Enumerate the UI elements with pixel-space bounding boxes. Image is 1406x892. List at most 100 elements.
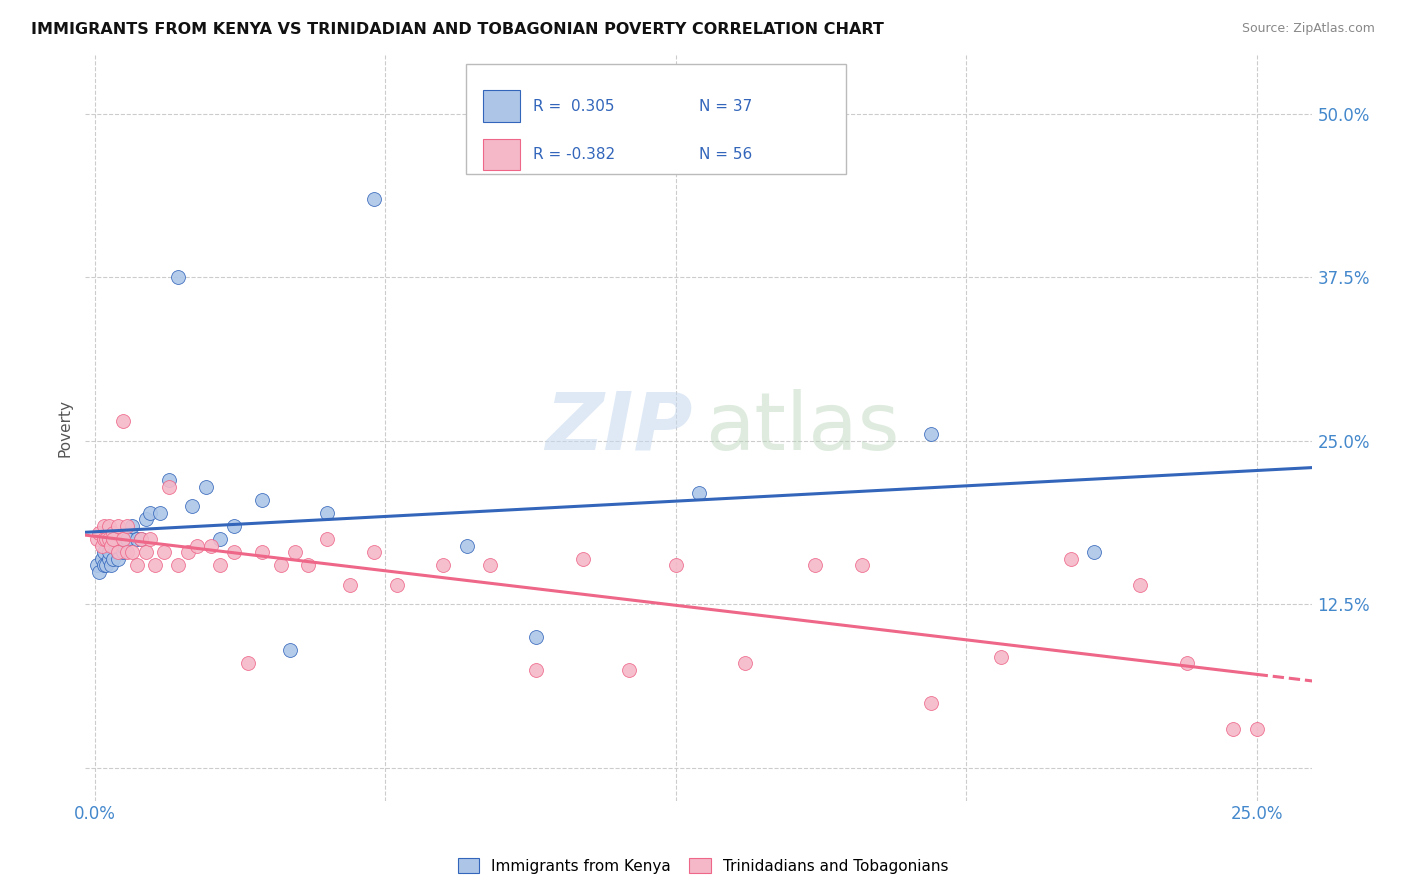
Point [129,532,152,546]
Point [432,558,454,573]
FancyBboxPatch shape [482,139,520,170]
Point [89,525,111,540]
Point [107,545,129,559]
Point [90,551,112,566]
Point [316,532,339,546]
Point [1246,722,1268,736]
Point [339,578,361,592]
Point [97,545,120,559]
Text: ZIP: ZIP [546,389,693,467]
Point [93,558,115,573]
Text: N = 37: N = 37 [699,98,752,113]
Text: IMMIGRANTS FROM KENYA VS TRINIDADIAN AND TOBAGONIAN POVERTY CORRELATION CHART: IMMIGRANTS FROM KENYA VS TRINIDADIAN AND… [31,22,884,37]
Point [111,539,134,553]
Point [111,532,134,546]
Point [135,512,157,526]
Point [363,192,385,206]
Point [176,545,198,559]
Point [97,532,120,546]
Point [209,532,232,546]
Point [920,696,942,710]
Point [139,506,162,520]
Point [270,558,292,573]
Point [224,545,246,559]
Point [851,558,873,573]
Text: R = -0.382: R = -0.382 [533,147,616,162]
Y-axis label: Poverty: Poverty [58,399,72,457]
Point [186,539,208,553]
Point [157,480,180,494]
Point [111,414,134,428]
Point [107,545,129,559]
Point [804,558,827,573]
Point [107,551,129,566]
Point [103,525,125,540]
Point [96,532,118,546]
Point [157,473,180,487]
Point [571,551,593,566]
Point [89,565,111,579]
Point [734,657,756,671]
Point [250,545,273,559]
Point [103,532,125,546]
Point [224,519,246,533]
Point [100,558,122,573]
Point [111,545,134,559]
Point [236,657,259,671]
Point [617,663,640,677]
Point [86,558,108,573]
FancyBboxPatch shape [465,64,846,175]
Point [93,545,115,559]
Point [200,539,222,553]
Point [107,519,129,533]
Point [135,545,157,559]
Point [278,643,301,657]
Text: N = 56: N = 56 [699,147,752,162]
Point [103,539,125,553]
Point [121,519,143,533]
Point [100,539,122,553]
Point [209,558,232,573]
Point [96,558,118,573]
Point [153,545,176,559]
Point [920,427,942,442]
Point [149,506,172,520]
Point [125,558,148,573]
Legend: Immigrants from Kenya, Trinidadians and Tobagonians: Immigrants from Kenya, Trinidadians and … [451,852,955,880]
Point [90,539,112,553]
Point [115,545,138,559]
Text: R =  0.305: R = 0.305 [533,98,614,113]
Point [363,545,385,559]
Text: atlas: atlas [704,389,900,467]
Point [990,649,1012,664]
Point [524,663,547,677]
Point [297,558,319,573]
Point [181,500,204,514]
Text: Source: ZipAtlas.com: Source: ZipAtlas.com [1241,22,1375,36]
Point [129,532,152,546]
FancyBboxPatch shape [482,90,520,121]
Point [93,532,115,546]
Point [250,492,273,507]
Point [125,532,148,546]
Point [1175,657,1198,671]
Point [283,545,305,559]
Point [115,519,138,533]
Point [167,270,190,285]
Point [385,578,408,592]
Point [143,558,166,573]
Point [524,630,547,644]
Point [195,480,218,494]
Point [86,532,108,546]
Point [139,532,162,546]
Point [167,558,190,573]
Point [1129,578,1152,592]
Point [665,558,688,573]
Point [121,545,143,559]
Point [688,486,710,500]
Point [97,519,120,533]
Point [316,506,339,520]
Point [456,539,478,553]
Point [93,519,115,533]
Point [103,551,125,566]
